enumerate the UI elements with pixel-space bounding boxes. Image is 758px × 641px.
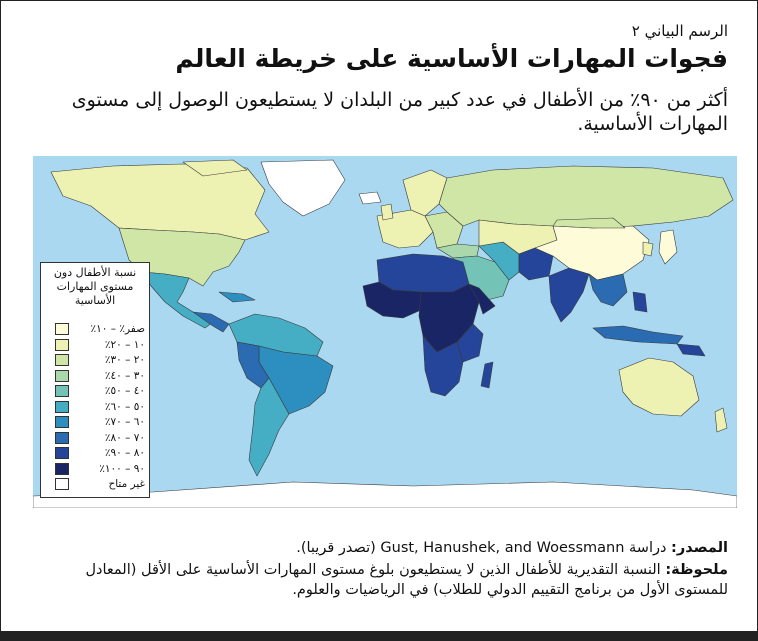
legend-swatch bbox=[55, 478, 69, 490]
legend-item: غير متاح bbox=[55, 476, 145, 492]
region-australia bbox=[618, 357, 700, 417]
legend-label: ٤٠ – ٥٠٪ bbox=[104, 385, 145, 397]
legend-item: ٥٠ – ٦٠٪ bbox=[55, 399, 145, 415]
legend-label: صفر٪ – ١٠٪ bbox=[90, 323, 145, 335]
legend-item: ٢٠ – ٣٠٪ bbox=[55, 352, 145, 368]
legend-item: ٤٠ – ٥٠٪ bbox=[55, 383, 145, 399]
note-label: ملحوظة: bbox=[665, 562, 728, 578]
region-southern-africa bbox=[422, 335, 464, 397]
region-iceland bbox=[358, 191, 382, 205]
region-caribbean bbox=[218, 291, 256, 303]
region-antarctica bbox=[33, 481, 737, 508]
legend-label: ٣٠ – ٤٠٪ bbox=[104, 369, 145, 382]
region-greenland bbox=[260, 159, 346, 217]
page-title: فجوات المهارات الأساسية على خريطة العالم bbox=[175, 44, 728, 73]
legend-swatch bbox=[55, 447, 69, 459]
legend-label: ٨٠ – ٩٠٪ bbox=[104, 447, 145, 459]
legend-swatch bbox=[55, 354, 69, 366]
region-philippines bbox=[632, 291, 648, 313]
legend-label: ٩٠ – ١٠٠٪ bbox=[99, 462, 145, 475]
legend-title: نسبة الأطفال دون مستوى المهارات الأساسية bbox=[53, 266, 137, 307]
region-new-zealand bbox=[714, 407, 728, 433]
legend-label: ٧٠ – ٨٠٪ bbox=[104, 431, 145, 444]
legend-label: ١٠ – ٢٠٪ bbox=[104, 338, 145, 351]
world-map bbox=[33, 156, 737, 508]
figure-label: الرسم البياني ٢ bbox=[631, 22, 728, 40]
source-text: دراسة Gust, Hanushek, and Woessmann (تصد… bbox=[296, 540, 667, 556]
bottom-rule bbox=[0, 632, 758, 641]
region-japan bbox=[658, 229, 678, 265]
region-indonesia bbox=[592, 325, 684, 345]
legend-item: صفر٪ – ١٠٪ bbox=[55, 321, 145, 337]
region-uk bbox=[380, 203, 394, 221]
legend-swatch bbox=[55, 462, 69, 475]
region-mongolia bbox=[552, 217, 626, 229]
legend-swatch bbox=[55, 323, 69, 335]
subtitle: أكثر من ٩٠٪ من الأطفال في عدد كبير من ال… bbox=[71, 89, 728, 135]
region-turkey bbox=[436, 243, 480, 259]
region-canada bbox=[50, 163, 270, 241]
legend-item: ٦٠ – ٧٠٪ bbox=[55, 414, 145, 430]
legend-swatch bbox=[55, 338, 69, 351]
legend-swatch bbox=[55, 385, 69, 397]
legend-label: ٥٠ – ٦٠٪ bbox=[104, 400, 145, 413]
region-arctic-islands bbox=[182, 159, 248, 177]
region-horn-of-africa bbox=[468, 283, 496, 315]
region-central-america bbox=[192, 311, 230, 333]
legend-swatch bbox=[55, 369, 69, 382]
region-north-africa bbox=[376, 253, 470, 293]
world-map-svg bbox=[33, 159, 737, 508]
legend-label: ٦٠ – ٧٠٪ bbox=[104, 416, 145, 428]
legend-item: ٧٠ – ٨٠٪ bbox=[55, 430, 145, 446]
note-text: النسبة التقديرية للأطفال الذين لا يستطيع… bbox=[85, 562, 729, 598]
region-southeast-asia bbox=[588, 273, 628, 307]
legend-label: غير متاح bbox=[108, 478, 145, 490]
region-south-cone bbox=[248, 377, 290, 477]
legend-label: ٢٠ – ٣٠٪ bbox=[104, 354, 145, 366]
legend-item: ١٠ – ٢٠٪ bbox=[55, 337, 145, 353]
region-korea bbox=[642, 241, 654, 257]
legend-item: ٩٠ – ١٠٠٪ bbox=[55, 461, 145, 477]
legend-swatch bbox=[55, 431, 69, 444]
region-madagascar bbox=[480, 361, 494, 389]
legend-item: ٨٠ – ٩٠٪ bbox=[55, 445, 145, 461]
legend-swatch bbox=[55, 416, 69, 428]
region-western-europe bbox=[376, 209, 434, 249]
map-legend: نسبة الأطفال دون مستوى المهارات الأساسية… bbox=[40, 262, 150, 498]
region-russia bbox=[438, 165, 734, 229]
legend-swatch bbox=[55, 400, 69, 413]
footnote: ملحوظة: النسبة التقديرية للأطفال الذين ل… bbox=[28, 560, 729, 600]
region-papua bbox=[676, 343, 706, 357]
region-scandinavia bbox=[402, 169, 448, 217]
legend-item: ٣٠ – ٤٠٪ bbox=[55, 368, 145, 384]
source-note: المصدر: دراسة Gust, Hanushek, and Woessm… bbox=[28, 538, 728, 558]
source-label: المصدر: bbox=[671, 540, 728, 556]
region-india bbox=[548, 267, 590, 323]
